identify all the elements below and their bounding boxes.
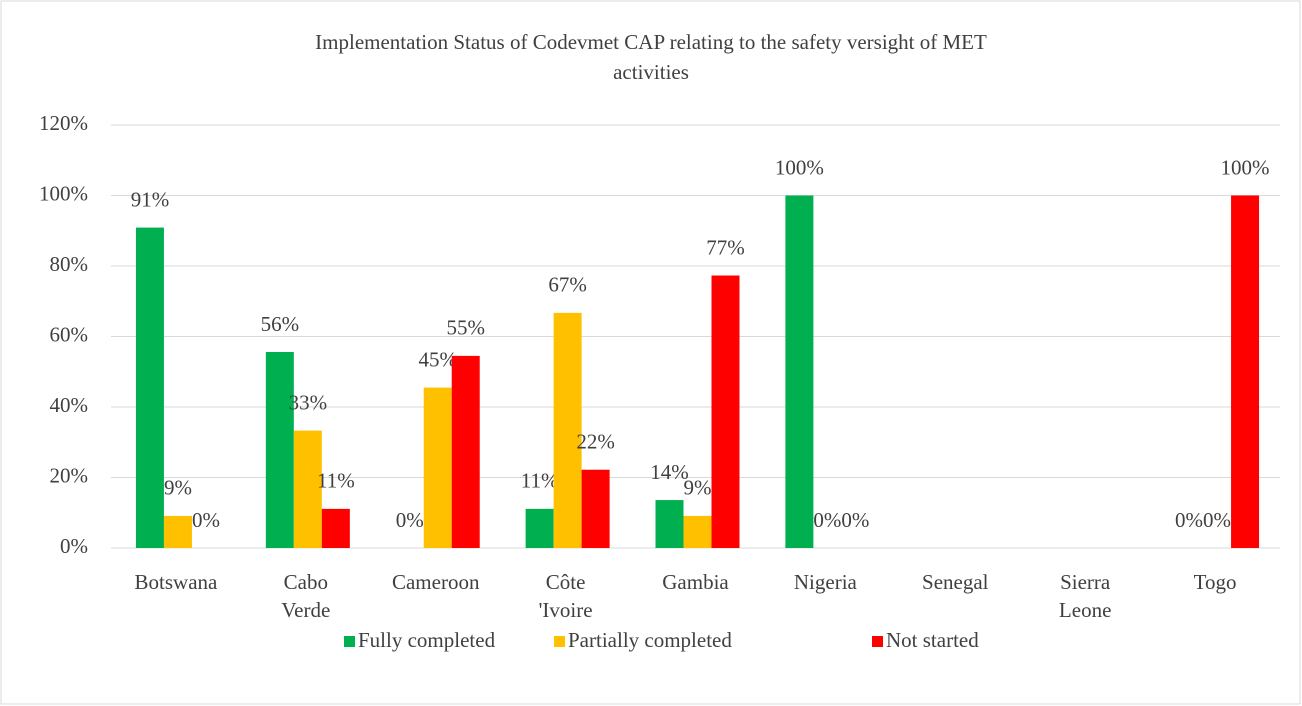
data-label: 0% xyxy=(813,508,841,532)
x-tick-label: Togo xyxy=(1194,570,1237,594)
data-label: 9% xyxy=(164,476,192,500)
bar xyxy=(293,430,322,548)
data-label: 0% xyxy=(1175,508,1203,532)
bar xyxy=(655,500,684,548)
bar xyxy=(683,515,712,548)
data-label: 11% xyxy=(317,469,355,493)
bar xyxy=(1231,195,1260,548)
legend-label: Not started xyxy=(886,628,979,652)
bar xyxy=(321,508,350,548)
bar xyxy=(525,508,554,548)
y-tick-label: 40% xyxy=(50,393,89,417)
data-label: 0% xyxy=(396,508,424,532)
x-tick-label: Côte 'Ivoire xyxy=(539,570,593,622)
legend-label: Fully completed xyxy=(358,628,496,652)
data-label: 11% xyxy=(521,469,559,493)
data-label: 100% xyxy=(775,155,824,179)
bar xyxy=(423,387,452,548)
legend-swatch xyxy=(872,636,883,647)
bar xyxy=(163,515,192,548)
data-label: 67% xyxy=(548,273,587,297)
bar xyxy=(785,195,814,548)
y-tick-label: 0% xyxy=(60,534,88,558)
data-label: 100% xyxy=(1221,155,1270,179)
data-label: 56% xyxy=(261,312,300,336)
data-label: 33% xyxy=(289,390,328,414)
data-label: 0% xyxy=(192,508,220,532)
data-label: 91% xyxy=(131,187,170,211)
bar xyxy=(581,469,610,548)
x-tick-label: Senegal xyxy=(922,570,989,594)
data-label: 0% xyxy=(1203,508,1231,532)
legend-label: Partially completed xyxy=(568,628,732,652)
legend-swatch xyxy=(554,636,565,647)
y-tick-label: 80% xyxy=(50,252,89,276)
x-tick-label: Cabo Verde xyxy=(281,570,330,622)
y-tick-label: 120% xyxy=(39,111,88,135)
data-label: 77% xyxy=(706,235,745,259)
bar xyxy=(265,352,294,548)
data-label: 0% xyxy=(841,508,869,532)
x-tick-label: Gambia xyxy=(662,570,729,594)
data-label: 9% xyxy=(684,476,712,500)
y-tick-label: 20% xyxy=(50,463,89,487)
y-tick-label: 60% xyxy=(50,322,89,346)
data-label: 14% xyxy=(650,460,689,484)
bar xyxy=(711,275,740,548)
chart-title: Implementation Status of Codevmet CAP re… xyxy=(315,30,987,84)
x-tick-label: Cameroon xyxy=(392,570,480,594)
bar xyxy=(135,227,164,548)
x-tick-label: Nigeria xyxy=(794,570,858,594)
x-tick-label: Sierra Leone xyxy=(1059,570,1111,622)
bar xyxy=(553,312,582,548)
legend-swatch xyxy=(344,636,355,647)
y-tick-label: 100% xyxy=(39,181,88,205)
data-label: 45% xyxy=(418,347,457,371)
data-label: 22% xyxy=(576,430,615,454)
data-label: 55% xyxy=(446,316,485,340)
bar xyxy=(451,355,480,548)
x-tick-label: Botswana xyxy=(135,570,219,594)
